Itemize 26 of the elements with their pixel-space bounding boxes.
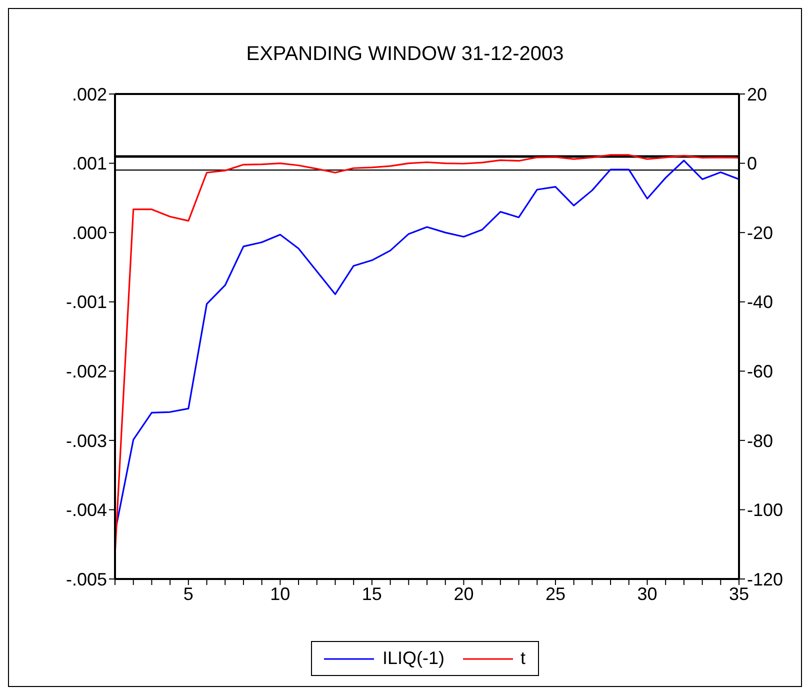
y-tick-label: -.003	[66, 430, 107, 451]
x-tick-label: 35	[728, 584, 750, 604]
y2-tick-label: -40	[747, 292, 774, 312]
x-tick-label: 10	[270, 584, 290, 604]
x-tick-label: 25	[545, 584, 566, 604]
y-tick-label: -.004	[66, 500, 107, 520]
y2-tick-label: 20	[747, 84, 768, 104]
x-tick-label: 30	[637, 584, 658, 604]
legend-label: t	[520, 648, 526, 669]
y-tick-label: -.001	[66, 292, 107, 312]
legend-label: ILIQ(-1)	[382, 648, 444, 669]
chart-title: EXPANDING WINDOW 31-12-2003	[245, 43, 565, 66]
y2-tick-label: -60	[747, 362, 774, 382]
y-tick-label: .000	[72, 222, 107, 243]
y2-tick-label: -100	[747, 500, 784, 520]
x-tick-label: 15	[362, 584, 382, 604]
y-tick-label: .002	[72, 84, 107, 104]
y2-tick-label: -120	[747, 569, 784, 590]
x-tick-label: 5	[183, 584, 194, 604]
y2-tick-label: 0	[747, 154, 758, 174]
y2-tick-label: -20	[747, 222, 774, 243]
y-tick-label: -.005	[66, 569, 107, 590]
y-tick-label: -.002	[66, 362, 107, 382]
y2-tick-label: -80	[747, 430, 774, 451]
x-tick-label: 20	[454, 584, 474, 604]
y-tick-label: .001	[72, 154, 107, 174]
